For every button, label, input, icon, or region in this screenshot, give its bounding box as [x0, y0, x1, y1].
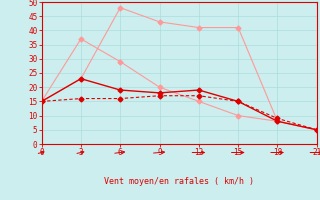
X-axis label: Vent moyen/en rafales ( km/h ): Vent moyen/en rafales ( km/h ) [104, 177, 254, 186]
